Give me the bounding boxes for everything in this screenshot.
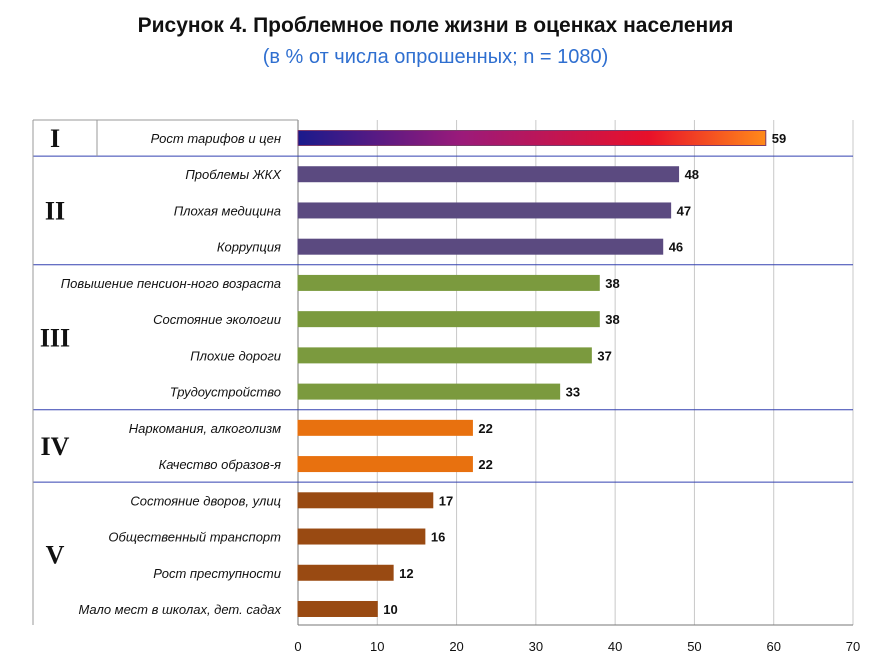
value-label: 17 [439, 493, 453, 508]
bar [297, 492, 434, 509]
value-labels: 59 48 47 46 38 38 37 33 22 22 17 16 12 10 [383, 131, 786, 617]
value-label: 37 [597, 348, 611, 363]
value-label: 16 [431, 530, 445, 545]
category-labels: Рост тарифов и цен Проблемы ЖКХ Плохая мед… [61, 131, 283, 617]
bar [297, 564, 394, 581]
x-tick-label: 10 [370, 639, 384, 654]
x-tick-label: 70 [846, 639, 860, 654]
category-label: Рост тарифов и цен [151, 131, 281, 146]
value-label: 10 [383, 602, 397, 617]
bar [297, 311, 600, 328]
bar [297, 383, 561, 400]
bar [297, 456, 473, 473]
value-label: 22 [478, 457, 492, 472]
bars [297, 130, 767, 617]
bar [297, 419, 473, 436]
x-tick-label: 20 [449, 639, 463, 654]
x-tick-label: 60 [766, 639, 780, 654]
group-label: V [46, 541, 65, 570]
group-label: II [45, 196, 65, 225]
bar [297, 202, 672, 219]
category-label: Плохая медицина [174, 203, 281, 218]
group-separators [32, 119, 853, 625]
category-label: Коррупция [217, 240, 281, 255]
chart-title: Рисунок 4. Проблемное поле жизни в оценк… [137, 14, 734, 37]
x-axis-ticks: 0 10 20 30 40 50 60 70 [294, 639, 860, 654]
group-label: III [40, 323, 70, 352]
category-label: Качество образов-я [159, 457, 281, 472]
bar [297, 528, 426, 545]
value-label: 47 [677, 203, 691, 218]
value-label: 12 [399, 566, 413, 581]
group-label: I [50, 124, 60, 153]
value-label: 46 [669, 240, 683, 255]
x-tick-label: 30 [529, 639, 543, 654]
category-label: Рост преступности [153, 566, 281, 581]
group-label: IV [41, 432, 70, 461]
category-label: Состояние экологии [153, 312, 281, 327]
category-label: Мало мест в школах, дет. садах [78, 602, 281, 617]
bar [297, 347, 592, 364]
grid-lines [297, 120, 854, 626]
x-tick-label: 0 [294, 639, 301, 654]
chart-subtitle: (в % от числа опрошенных; n = 1080) [262, 46, 609, 68]
category-label: Общественный транспорт [108, 530, 281, 545]
category-label: Повышение пенсион-ного возраста [61, 276, 281, 291]
category-label: Проблемы ЖКХ [185, 167, 282, 182]
bar [297, 166, 680, 183]
category-label: Трудоустройство [170, 385, 281, 400]
value-label: 33 [566, 385, 580, 400]
value-label: 59 [772, 131, 786, 146]
category-label: Плохие дороги [190, 348, 281, 363]
bar [297, 130, 767, 146]
value-label: 22 [478, 421, 492, 436]
x-tick-label: 50 [687, 639, 701, 654]
bar [297, 274, 600, 291]
value-label: 38 [605, 312, 619, 327]
category-label: Состояние дворов, улиц [130, 493, 281, 508]
x-tick-label: 40 [608, 639, 622, 654]
bar [297, 238, 664, 255]
category-label: Наркомания, алкоголизм [129, 421, 281, 436]
value-label: 38 [605, 276, 619, 291]
value-label: 48 [685, 167, 699, 182]
bar [297, 600, 378, 617]
